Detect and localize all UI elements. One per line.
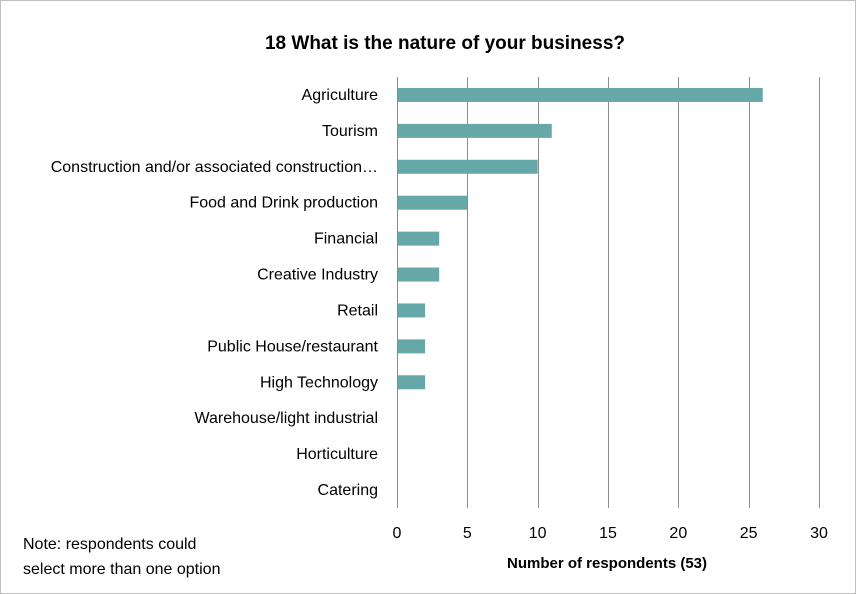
x-tick-label-5: 5 xyxy=(463,525,472,542)
category-label-9: Warehouse/light industrial xyxy=(195,410,379,427)
bars xyxy=(398,87,763,390)
x-tick-label-25: 25 xyxy=(740,525,758,542)
bar-7 xyxy=(398,339,426,354)
x-tick-label-30: 30 xyxy=(810,525,828,542)
gridlines xyxy=(467,77,820,508)
bar-5 xyxy=(398,267,440,282)
bar-2 xyxy=(398,159,538,174)
bar-4 xyxy=(398,231,440,246)
category-label-8: High Technology xyxy=(260,374,378,391)
bar-1 xyxy=(398,123,552,138)
category-label-1: Tourism xyxy=(322,123,378,140)
x-axis-label: Number of respondents (53) xyxy=(507,555,707,572)
category-label-0: Agriculture xyxy=(302,87,379,104)
x-tick-label-10: 10 xyxy=(529,525,547,542)
bar-0 xyxy=(398,87,763,102)
category-label-6: Retail xyxy=(337,302,378,319)
category-labels: Agriculture Tourism Construction and/or as… xyxy=(51,87,379,499)
x-tick-label-15: 15 xyxy=(599,525,617,542)
category-label-4: Financial xyxy=(314,231,378,248)
chart-title: 18 What is the nature of your business? xyxy=(265,33,625,54)
category-label-2: Construction and/or associated construct… xyxy=(51,159,378,176)
category-label-3: Food and Drink production xyxy=(189,195,378,212)
category-label-10: Horticulture xyxy=(296,446,378,463)
category-label-11: Catering xyxy=(318,482,378,499)
category-label-5: Creative Industry xyxy=(257,267,378,284)
note-line-2: select more than one option xyxy=(23,561,220,578)
bar-6 xyxy=(398,303,426,318)
x-tick-label-20: 20 xyxy=(669,525,687,542)
x-tick-labels: 0 5 10 15 20 25 30 xyxy=(393,525,828,542)
bar-8 xyxy=(398,375,426,390)
bar-3 xyxy=(398,195,468,210)
x-tick-label-0: 0 xyxy=(393,525,402,542)
note-line-1: Note: respondents could xyxy=(23,536,196,553)
category-label-7: Public House/restaurant xyxy=(207,338,378,355)
